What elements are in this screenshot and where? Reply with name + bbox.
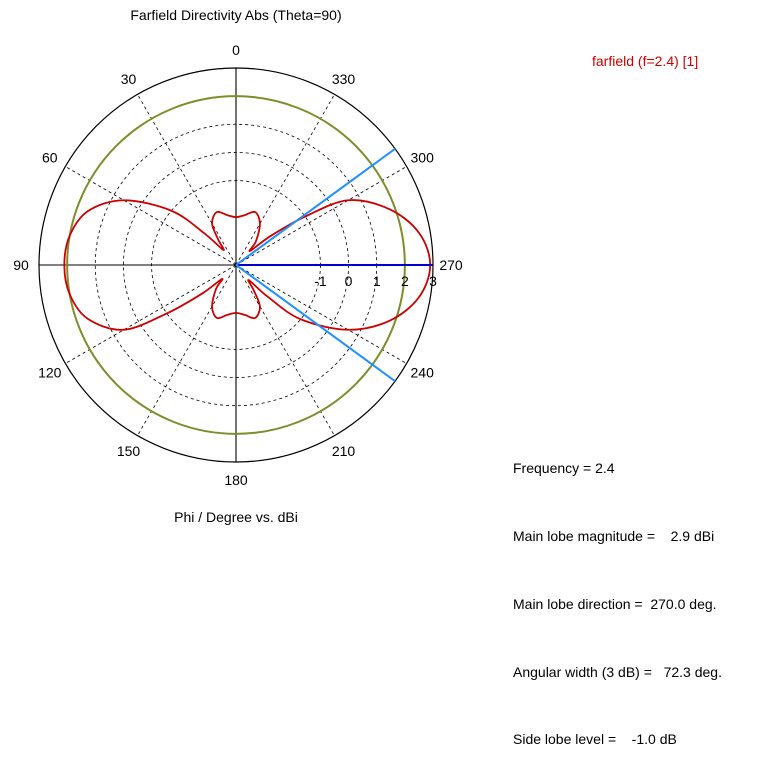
- grid-spoke: [235, 264, 335, 436]
- angle-tick-label: 60: [42, 150, 58, 166]
- grid-spoke: [235, 94, 335, 266]
- main-lobe-direction-text: Main lobe direction = 270.0 deg.: [513, 595, 717, 612]
- angle-tick-label: 210: [332, 443, 356, 459]
- grid-spoke: [235, 166, 407, 266]
- beam-edge-line: [235, 147, 396, 266]
- radial-tick-label: 3: [429, 273, 437, 289]
- x-axis-label: Phi / Degree vs. dBi: [174, 509, 298, 525]
- angle-tick-label: 0: [232, 42, 240, 58]
- angle-tick-label: 300: [411, 150, 435, 166]
- angle-tick-label: 90: [13, 257, 29, 273]
- tick-labels: 0 30 60 90 120 150 180 210 240 270 300 330 -1 0 1 2 3: [13, 42, 463, 488]
- angle-tick-label: 330: [332, 71, 356, 87]
- info-panel: Frequency = 2.4 Main lobe magnitude = 2.…: [513, 412, 722, 774]
- chart-title: Farfield Directivity Abs (Theta=90): [130, 7, 341, 23]
- radial-tick-label: 2: [401, 273, 409, 289]
- angle-tick-label: 180: [224, 472, 248, 488]
- grid-spoke: [137, 94, 237, 266]
- angle-tick-label: 270: [439, 257, 463, 273]
- grid-spoke: [65, 166, 237, 266]
- polar-chart: Farfield Directivity Abs (Theta=90) 0306…: [13, 7, 463, 525]
- farfield-pattern-line: [63, 199, 432, 331]
- radial-tick-label: 1: [373, 273, 381, 289]
- angle-tick-label: 240: [411, 365, 435, 381]
- legend-entry: farfield (f=2.4) [1]: [592, 53, 699, 69]
- angle-tick-label: 120: [38, 365, 62, 381]
- lobe-markers: [235, 147, 433, 383]
- grid-spoke: [235, 264, 407, 364]
- series-layer: [63, 199, 432, 331]
- side-lobe-level-text: Side lobe level = -1.0 dB: [513, 731, 677, 748]
- frequency-text: Frequency = 2.4: [513, 460, 615, 477]
- angle-tick-label: 30: [121, 71, 137, 87]
- angle-tick-label: 150: [117, 443, 141, 459]
- main-lobe-magnitude-text: Main lobe magnitude = 2.9 dBi: [513, 527, 715, 544]
- angular-width-text: Angular width (3 dB) = 72.3 deg.: [513, 663, 722, 680]
- beam-edge-line: [235, 264, 396, 383]
- grid-spoke: [65, 264, 237, 364]
- grid-spoke: [137, 264, 237, 436]
- radial-tick-label: 0: [345, 273, 353, 289]
- radial-tick-label: -1: [314, 273, 327, 289]
